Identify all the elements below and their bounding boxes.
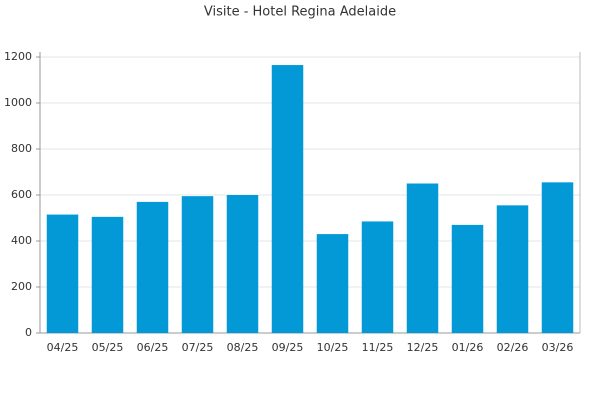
bar <box>451 224 484 333</box>
chart-title: Visite - Hotel Regina Adelaide <box>204 5 396 20</box>
x-tick-label: 04/25 <box>47 341 79 354</box>
bar <box>46 214 79 333</box>
x-tick-label: 09/25 <box>272 341 304 354</box>
y-tick-label: 800 <box>11 142 32 155</box>
x-tick-label: 07/25 <box>182 341 214 354</box>
y-tick-label: 400 <box>11 234 32 247</box>
y-tick-label: 600 <box>11 188 32 201</box>
bar <box>136 201 169 333</box>
bar <box>271 65 304 334</box>
bar <box>316 234 349 333</box>
x-tick-label: 11/25 <box>362 341 394 354</box>
bar <box>406 183 439 333</box>
x-tick-label: 03/26 <box>542 341 574 354</box>
x-tick-label: 10/25 <box>317 341 349 354</box>
y-tick-label: 200 <box>11 280 32 293</box>
y-tick-label: 1200 <box>4 50 32 63</box>
x-tick-label: 08/25 <box>227 341 259 354</box>
x-tick-label: 12/25 <box>407 341 439 354</box>
x-tick-label: 01/26 <box>452 341 484 354</box>
bar <box>226 195 259 333</box>
bar <box>541 182 574 333</box>
bar <box>361 221 394 333</box>
x-tick-label: 05/25 <box>92 341 124 354</box>
x-tick-label: 02/26 <box>497 341 529 354</box>
bar <box>496 205 529 333</box>
bar <box>91 216 124 333</box>
y-tick-label: 1000 <box>4 96 32 109</box>
bar <box>181 196 214 333</box>
y-tick-label: 0 <box>25 326 32 339</box>
x-tick-label: 06/25 <box>137 341 169 354</box>
